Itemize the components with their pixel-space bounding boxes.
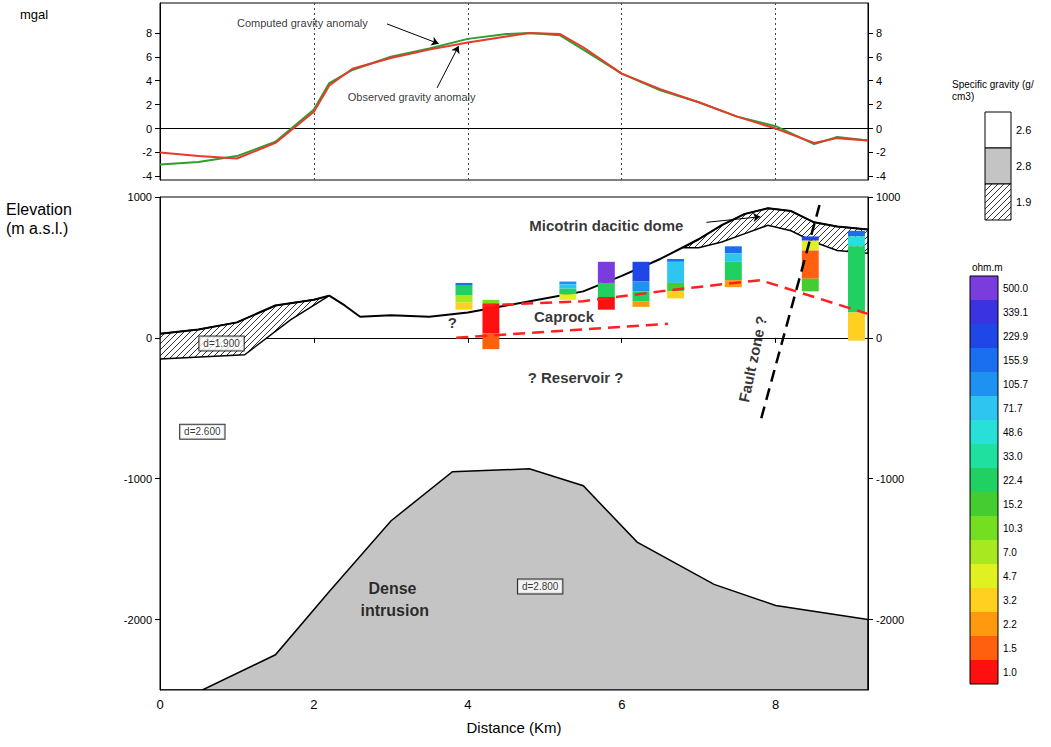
svg-text:2.6: 2.6 xyxy=(1016,124,1031,136)
svg-text:Computed gravity anomaly: Computed gravity anomaly xyxy=(237,17,368,29)
svg-text:Specific gravity (g/: Specific gravity (g/ xyxy=(952,79,1034,90)
svg-text:2: 2 xyxy=(146,99,152,111)
svg-text:Dense: Dense xyxy=(368,580,420,597)
svg-text:1.0: 1.0 xyxy=(1003,667,1017,678)
svg-text:0: 0 xyxy=(876,123,882,135)
svg-text:500.0: 500.0 xyxy=(1003,283,1028,294)
svg-text:155.9: 155.9 xyxy=(1003,355,1028,366)
svg-text:-2000: -2000 xyxy=(124,614,152,626)
svg-text:6: 6 xyxy=(146,51,152,63)
svg-text:Observed gravity anomaly: Observed gravity anomaly xyxy=(348,91,476,103)
svg-text:-1000: -1000 xyxy=(876,473,904,485)
svg-text:2: 2 xyxy=(876,99,882,111)
svg-text:? Reservoir ?: ? Reservoir ? xyxy=(528,369,624,386)
svg-text:mgal: mgal xyxy=(20,7,48,22)
svg-text:d=1.900: d=1.900 xyxy=(203,338,240,349)
svg-text:(m a.s.l.): (m a.s.l.) xyxy=(6,220,68,237)
svg-text:1000: 1000 xyxy=(128,191,152,203)
svg-text:0: 0 xyxy=(146,123,152,135)
svg-text:Fault zone ?: Fault zone ? xyxy=(735,314,770,403)
svg-text:4: 4 xyxy=(876,75,882,87)
svg-text:4: 4 xyxy=(464,697,471,712)
svg-text:intrusion: intrusion xyxy=(360,602,428,619)
svg-text:?: ? xyxy=(448,314,457,331)
svg-text:339.1: 339.1 xyxy=(1003,307,1028,318)
svg-text:-4: -4 xyxy=(142,170,152,182)
svg-text:0: 0 xyxy=(146,332,152,344)
svg-text:2.2: 2.2 xyxy=(1003,619,1017,630)
svg-text:Caprock: Caprock xyxy=(534,308,595,325)
svg-text:4: 4 xyxy=(146,75,152,87)
svg-text:d=2.800: d=2.800 xyxy=(522,581,559,592)
svg-text:6: 6 xyxy=(618,697,625,712)
svg-text:7.0: 7.0 xyxy=(1003,547,1017,558)
svg-text:1.9: 1.9 xyxy=(1016,196,1031,208)
svg-text:1000: 1000 xyxy=(876,191,900,203)
svg-text:48.6: 48.6 xyxy=(1003,427,1023,438)
svg-text:15.2: 15.2 xyxy=(1003,499,1023,510)
svg-text:Elevation: Elevation xyxy=(6,201,72,218)
svg-text:-1000: -1000 xyxy=(124,473,152,485)
svg-text:Micotrin dacitic dome: Micotrin dacitic dome xyxy=(529,217,683,234)
svg-text:2.8: 2.8 xyxy=(1016,160,1031,172)
svg-text:8: 8 xyxy=(146,27,152,39)
svg-text:229.9: 229.9 xyxy=(1003,331,1028,342)
svg-text:-2000: -2000 xyxy=(876,614,904,626)
svg-text:8: 8 xyxy=(876,27,882,39)
svg-text:22.4: 22.4 xyxy=(1003,475,1023,486)
svg-text:Distance (Km): Distance (Km) xyxy=(466,719,561,736)
svg-text:-4: -4 xyxy=(876,170,886,182)
svg-text:-2: -2 xyxy=(142,146,152,158)
svg-text:6: 6 xyxy=(876,51,882,63)
svg-text:33.0: 33.0 xyxy=(1003,451,1023,462)
svg-text:10.3: 10.3 xyxy=(1003,523,1023,534)
svg-text:cm3): cm3) xyxy=(952,91,974,102)
svg-text:3.2: 3.2 xyxy=(1003,595,1017,606)
svg-text:0: 0 xyxy=(876,332,882,344)
svg-text:1.5: 1.5 xyxy=(1003,643,1017,654)
svg-text:8: 8 xyxy=(772,697,779,712)
svg-text:d=2.600: d=2.600 xyxy=(184,426,221,437)
svg-text:4.7: 4.7 xyxy=(1003,571,1017,582)
svg-text:0: 0 xyxy=(156,697,163,712)
svg-text:-2: -2 xyxy=(876,146,886,158)
svg-text:105.7: 105.7 xyxy=(1003,379,1028,390)
svg-text:2: 2 xyxy=(310,697,317,712)
svg-text:71.7: 71.7 xyxy=(1003,403,1023,414)
svg-text:ohm.m: ohm.m xyxy=(972,262,1003,273)
